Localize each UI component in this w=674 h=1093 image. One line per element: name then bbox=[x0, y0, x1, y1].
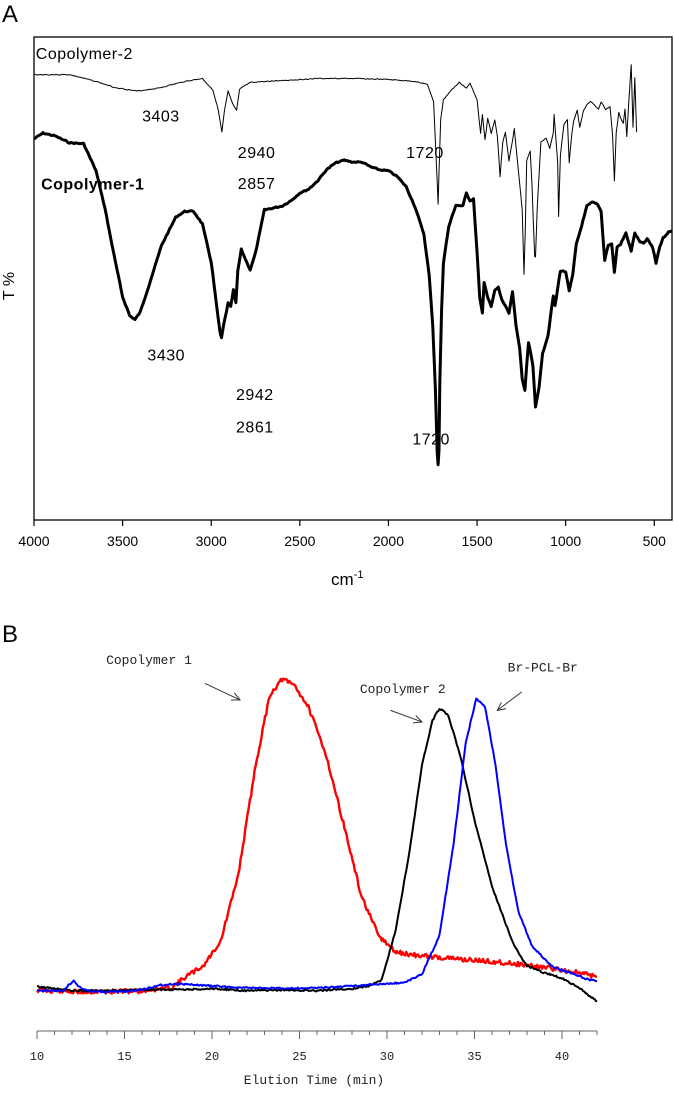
ir-x-ticks: 4000 3500 3000 2500 2000 1500 1000 500 bbox=[18, 520, 666, 549]
panel-b-letter: B bbox=[2, 621, 18, 648]
gpc-x-tick-label: 15 bbox=[117, 1050, 131, 1064]
gpc-series-copolymer-2-line bbox=[36, 708, 598, 1003]
ir-spectrum-chart: 4000 3500 3000 2500 2000 1500 1000 500 Copolyme… bbox=[1, 36, 673, 589]
ir-series-label: Copolymer-2 bbox=[36, 46, 133, 63]
ir-annotations: Copolymer-2 Copolymer-1 3403 2940 2857 1720 34… bbox=[36, 46, 450, 448]
gpc-series-copolymer-1-line bbox=[36, 677, 598, 995]
gpc-x-axis-label: Elution Time (min) bbox=[244, 1073, 384, 1088]
gpc-arrow-line bbox=[204, 682, 241, 701]
ir-x-tick-label: 500 bbox=[643, 533, 667, 549]
gpc-annotations: Copolymer 1 Copolymer 2 Br-PCL-Br bbox=[106, 653, 578, 724]
gpc-arrow-line bbox=[390, 709, 423, 723]
ir-x-tick-label: 3000 bbox=[196, 533, 227, 549]
gpc-x-tick-label: 10 bbox=[30, 1050, 44, 1064]
ir-x-tick-label: 2500 bbox=[284, 533, 315, 549]
gpc-series-label: Copolymer 2 bbox=[360, 682, 446, 697]
ir-peak-label: 2942 bbox=[236, 387, 274, 404]
gpc-x-ticks: 10 15 20 25 30 35 40 bbox=[30, 1031, 598, 1064]
gpc-arrow-head bbox=[496, 702, 507, 712]
gpc-series-label: Br-PCL-Br bbox=[508, 661, 578, 676]
gpc-series-label: Copolymer 1 bbox=[106, 653, 192, 668]
ir-x-tick-label: 3500 bbox=[107, 533, 138, 549]
ir-x-tick-label: 2000 bbox=[373, 533, 404, 549]
gpc-arrow-head bbox=[230, 692, 242, 701]
ir-series bbox=[33, 64, 673, 467]
ir-y-axis-label: T % bbox=[1, 272, 18, 300]
gpc-x-tick-label: 25 bbox=[292, 1050, 306, 1064]
ir-plot-frame bbox=[33, 36, 673, 521]
ir-x-axis-label: cm-1 bbox=[331, 569, 363, 589]
gpc-x-tick-label: 20 bbox=[205, 1050, 219, 1064]
ir-x-tick-label: 4000 bbox=[18, 533, 49, 549]
ir-x-tick-label: 1500 bbox=[461, 533, 492, 549]
ir-peak-label: 3403 bbox=[142, 109, 180, 126]
gpc-x-tick-label: 35 bbox=[467, 1050, 481, 1064]
panel-a-letter: A bbox=[2, 1, 18, 28]
gpc-arrow-line bbox=[496, 691, 523, 711]
gpc-x-tick-label: 40 bbox=[555, 1050, 569, 1064]
gpc-x-tick-label: 30 bbox=[380, 1050, 394, 1064]
gpc-series bbox=[36, 677, 598, 1003]
ir-peak-label: 2861 bbox=[236, 420, 274, 437]
ir-peak-label: 2940 bbox=[238, 145, 276, 162]
ir-x-tick-label: 1000 bbox=[550, 533, 581, 549]
ir-series-label: Copolymer-1 bbox=[41, 177, 144, 194]
ir-peak-label: 3430 bbox=[147, 348, 185, 365]
ir-peak-label: 1720 bbox=[406, 145, 444, 162]
gpc-chart: 10 15 20 25 30 35 40 Copolymer 1 Copolymer 2 Br-… bbox=[30, 653, 598, 1088]
ir-series-copolymer-2-line bbox=[33, 64, 638, 275]
gpc-arrow-head bbox=[412, 715, 424, 724]
ir-peak-label: 1720 bbox=[412, 432, 450, 449]
ir-peak-label: 2857 bbox=[238, 176, 276, 193]
ir-series-copolymer-1-line bbox=[33, 131, 673, 467]
gpc-series-br-pcl-br-line bbox=[36, 697, 598, 994]
